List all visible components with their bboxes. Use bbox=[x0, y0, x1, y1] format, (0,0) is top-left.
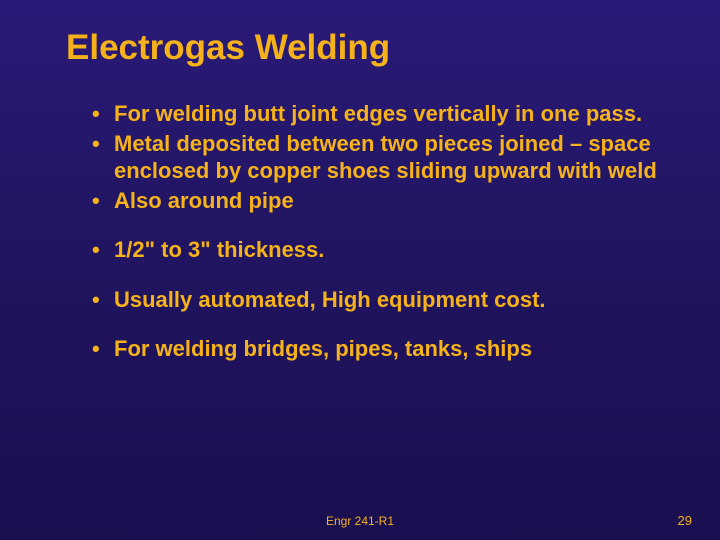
bullet-item: Metal deposited between two pieces joine… bbox=[92, 130, 670, 185]
bullet-item: Also around pipe bbox=[92, 187, 670, 215]
slide-title: Electrogas Welding bbox=[66, 28, 670, 68]
bullet-list: For welding butt joint edges vertically … bbox=[60, 100, 670, 363]
footer-course: Engr 241-R1 bbox=[326, 514, 394, 528]
bullet-item: Usually automated, High equipment cost. bbox=[92, 286, 670, 314]
bullet-item: 1/2" to 3" thickness. bbox=[92, 236, 670, 264]
slide: Electrogas Welding For welding butt join… bbox=[0, 0, 720, 540]
bullet-item: For welding bridges, pipes, tanks, ships bbox=[92, 335, 670, 363]
footer-page-number: 29 bbox=[678, 513, 692, 528]
bullet-item: For welding butt joint edges vertically … bbox=[92, 100, 670, 128]
